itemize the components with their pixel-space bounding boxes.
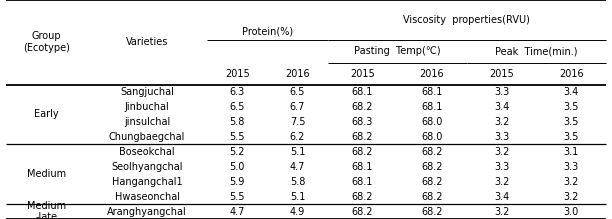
Text: 3.4: 3.4	[564, 87, 579, 97]
Text: 3.3: 3.3	[494, 162, 509, 172]
Text: Viscosity  properties(RVU): Viscosity properties(RVU)	[403, 15, 530, 25]
Text: 3.5: 3.5	[564, 132, 579, 142]
Text: 6.2: 6.2	[290, 132, 305, 142]
Text: 4.7: 4.7	[230, 207, 245, 217]
Text: 68.1: 68.1	[352, 162, 373, 172]
Text: 6.5: 6.5	[290, 87, 305, 97]
Text: Peak  Time(min.): Peak Time(min.)	[495, 46, 578, 56]
Text: 3.1: 3.1	[564, 147, 579, 157]
Text: 7.5: 7.5	[289, 117, 305, 127]
Text: 5.2: 5.2	[230, 147, 245, 157]
Text: 5.1: 5.1	[290, 192, 305, 202]
Text: Group
(Ecotype): Group (Ecotype)	[23, 32, 70, 53]
Text: 3.4: 3.4	[494, 102, 509, 112]
Text: 3.2: 3.2	[494, 147, 509, 157]
Text: 3.2: 3.2	[564, 177, 579, 187]
Text: 4.7: 4.7	[290, 162, 305, 172]
Text: 3.2: 3.2	[564, 192, 579, 202]
Text: 68.2: 68.2	[421, 177, 442, 187]
Text: Medium
-late: Medium -late	[27, 201, 66, 219]
Text: 68.2: 68.2	[352, 147, 373, 157]
Text: 5.5: 5.5	[230, 192, 245, 202]
Text: Varieties: Varieties	[126, 37, 168, 47]
Text: Pasting  Temp(℃): Pasting Temp(℃)	[354, 46, 441, 56]
Text: 5.5: 5.5	[230, 132, 245, 142]
Text: 2016: 2016	[420, 69, 444, 79]
Text: 3.4: 3.4	[494, 192, 509, 202]
Text: Seolhyangchal: Seolhyangchal	[111, 162, 183, 172]
Text: 5.0: 5.0	[230, 162, 245, 172]
Text: 3.2: 3.2	[494, 207, 509, 217]
Text: 3.0: 3.0	[564, 207, 579, 217]
Text: 5.1: 5.1	[290, 147, 305, 157]
Text: Jinbuchal: Jinbuchal	[125, 102, 170, 112]
Text: 6.3: 6.3	[230, 87, 245, 97]
Text: 3.5: 3.5	[564, 117, 579, 127]
Text: 3.5: 3.5	[564, 102, 579, 112]
Text: 3.2: 3.2	[494, 117, 509, 127]
Text: 68.2: 68.2	[352, 132, 373, 142]
Text: 68.2: 68.2	[421, 207, 442, 217]
Text: 4.9: 4.9	[290, 207, 305, 217]
Text: Protein(%): Protein(%)	[242, 26, 293, 37]
Text: 68.3: 68.3	[352, 117, 373, 127]
Text: 3.3: 3.3	[494, 132, 509, 142]
Text: 2015: 2015	[225, 69, 250, 79]
Text: Medium: Medium	[27, 169, 66, 179]
Text: Sangjuchal: Sangjuchal	[120, 87, 174, 97]
Text: 68.2: 68.2	[421, 192, 442, 202]
Text: Hwaseonchal: Hwaseonchal	[114, 192, 180, 202]
Text: 68.2: 68.2	[352, 207, 373, 217]
Text: 3.2: 3.2	[494, 177, 509, 187]
Text: 68.1: 68.1	[352, 177, 373, 187]
Text: 2016: 2016	[285, 69, 310, 79]
Text: 6.5: 6.5	[230, 102, 245, 112]
Text: 68.2: 68.2	[352, 192, 373, 202]
Text: jinsulchal: jinsulchal	[124, 117, 170, 127]
Text: 68.2: 68.2	[352, 102, 373, 112]
Text: 68.0: 68.0	[421, 132, 442, 142]
Text: 2016: 2016	[559, 69, 583, 79]
Text: 5.9: 5.9	[230, 177, 245, 187]
Text: Chungbaegchal: Chungbaegchal	[109, 132, 185, 142]
Text: Aranghyangchal: Aranghyangchal	[107, 207, 187, 217]
Text: Boseokchal: Boseokchal	[119, 147, 175, 157]
Text: 3.3: 3.3	[494, 87, 509, 97]
Text: 68.1: 68.1	[421, 102, 442, 112]
Text: 68.0: 68.0	[421, 117, 442, 127]
Text: 68.1: 68.1	[421, 87, 442, 97]
Text: 5.8: 5.8	[230, 117, 245, 127]
Text: 2015: 2015	[350, 69, 375, 79]
Text: 6.7: 6.7	[290, 102, 305, 112]
Text: Hangangchal1: Hangangchal1	[112, 177, 182, 187]
Text: 3.3: 3.3	[564, 162, 579, 172]
Text: 2015: 2015	[489, 69, 514, 79]
Text: 5.8: 5.8	[290, 177, 305, 187]
Text: 68.2: 68.2	[421, 162, 442, 172]
Text: 68.1: 68.1	[352, 87, 373, 97]
Text: 68.2: 68.2	[421, 147, 442, 157]
Text: Early: Early	[34, 110, 59, 119]
